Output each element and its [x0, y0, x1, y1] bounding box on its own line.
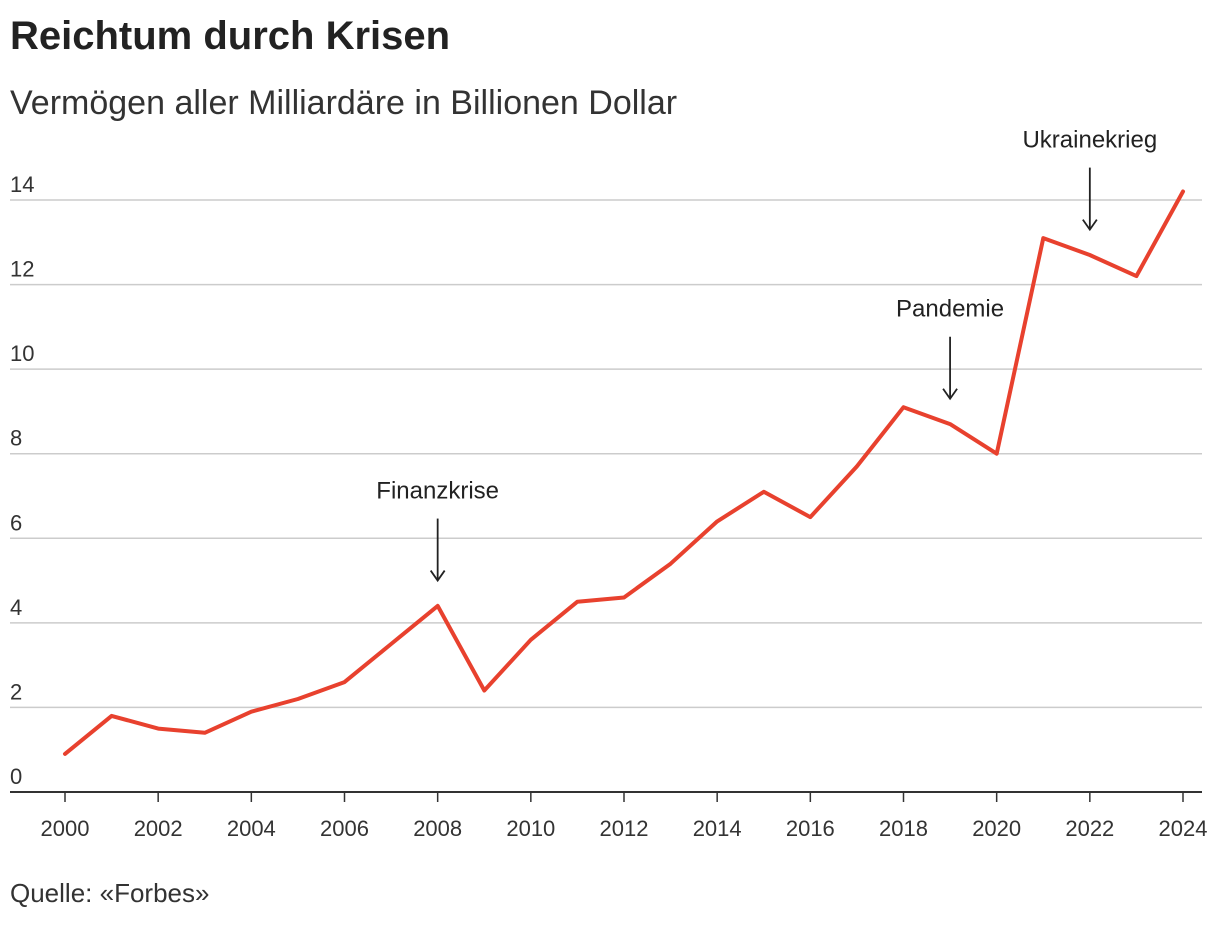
y-tick-label: 6 [10, 510, 22, 535]
source-note: Quelle: «Forbes» [10, 878, 210, 908]
annotation-label: Finanzkrise [376, 478, 499, 505]
annotation-layer: Finanzkrise Pandemie Ukrainekrieg [376, 127, 1157, 583]
series-line [63, 189, 1185, 756]
x-tick-label: 2000 [41, 816, 90, 841]
y-tick-label: 2 [10, 679, 22, 704]
annotation-arrow-head [942, 388, 958, 401]
chart-title: Reichtum durch Krisen [10, 14, 451, 58]
annotation-label: Ukrainekrieg [1022, 127, 1157, 154]
x-tick-label: 2022 [1065, 816, 1114, 841]
x-tick-label: 2004 [227, 816, 276, 841]
y-tick-label: 12 [10, 257, 34, 282]
x-tick-label: 2016 [786, 816, 835, 841]
y-tick-label: 0 [10, 764, 22, 789]
x-tick-label: 2010 [506, 816, 555, 841]
series-layer [63, 189, 1185, 756]
y-tick-label: 10 [10, 341, 34, 366]
x-tick-label: 2024 [1159, 816, 1208, 841]
y-tick-label: 4 [10, 595, 22, 620]
chart-subtitle: Vermögen aller Milliardäre in Billionen … [10, 84, 678, 122]
annotation-arrow-head [1082, 219, 1098, 232]
x-tick-label: 2020 [972, 816, 1021, 841]
x-tick-label: 2008 [413, 816, 462, 841]
x-tick-label: 2006 [320, 816, 369, 841]
axis-layer: 0 2 4 6 8 10 12 14 2000 2002 2004 2006 2008 2010 2012 2… [10, 172, 1207, 841]
y-tick-label: 8 [10, 426, 22, 451]
grid-layer [10, 199, 1202, 709]
annotation-arrow-head [429, 570, 446, 583]
x-tick-label: 2014 [693, 816, 742, 841]
y-tick-label: 14 [10, 172, 34, 197]
x-tick-label: 2012 [600, 816, 649, 841]
x-tick-label: 2018 [879, 816, 928, 841]
x-tick-label: 2002 [134, 816, 183, 841]
annotation-label: Pandemie [896, 296, 1004, 323]
